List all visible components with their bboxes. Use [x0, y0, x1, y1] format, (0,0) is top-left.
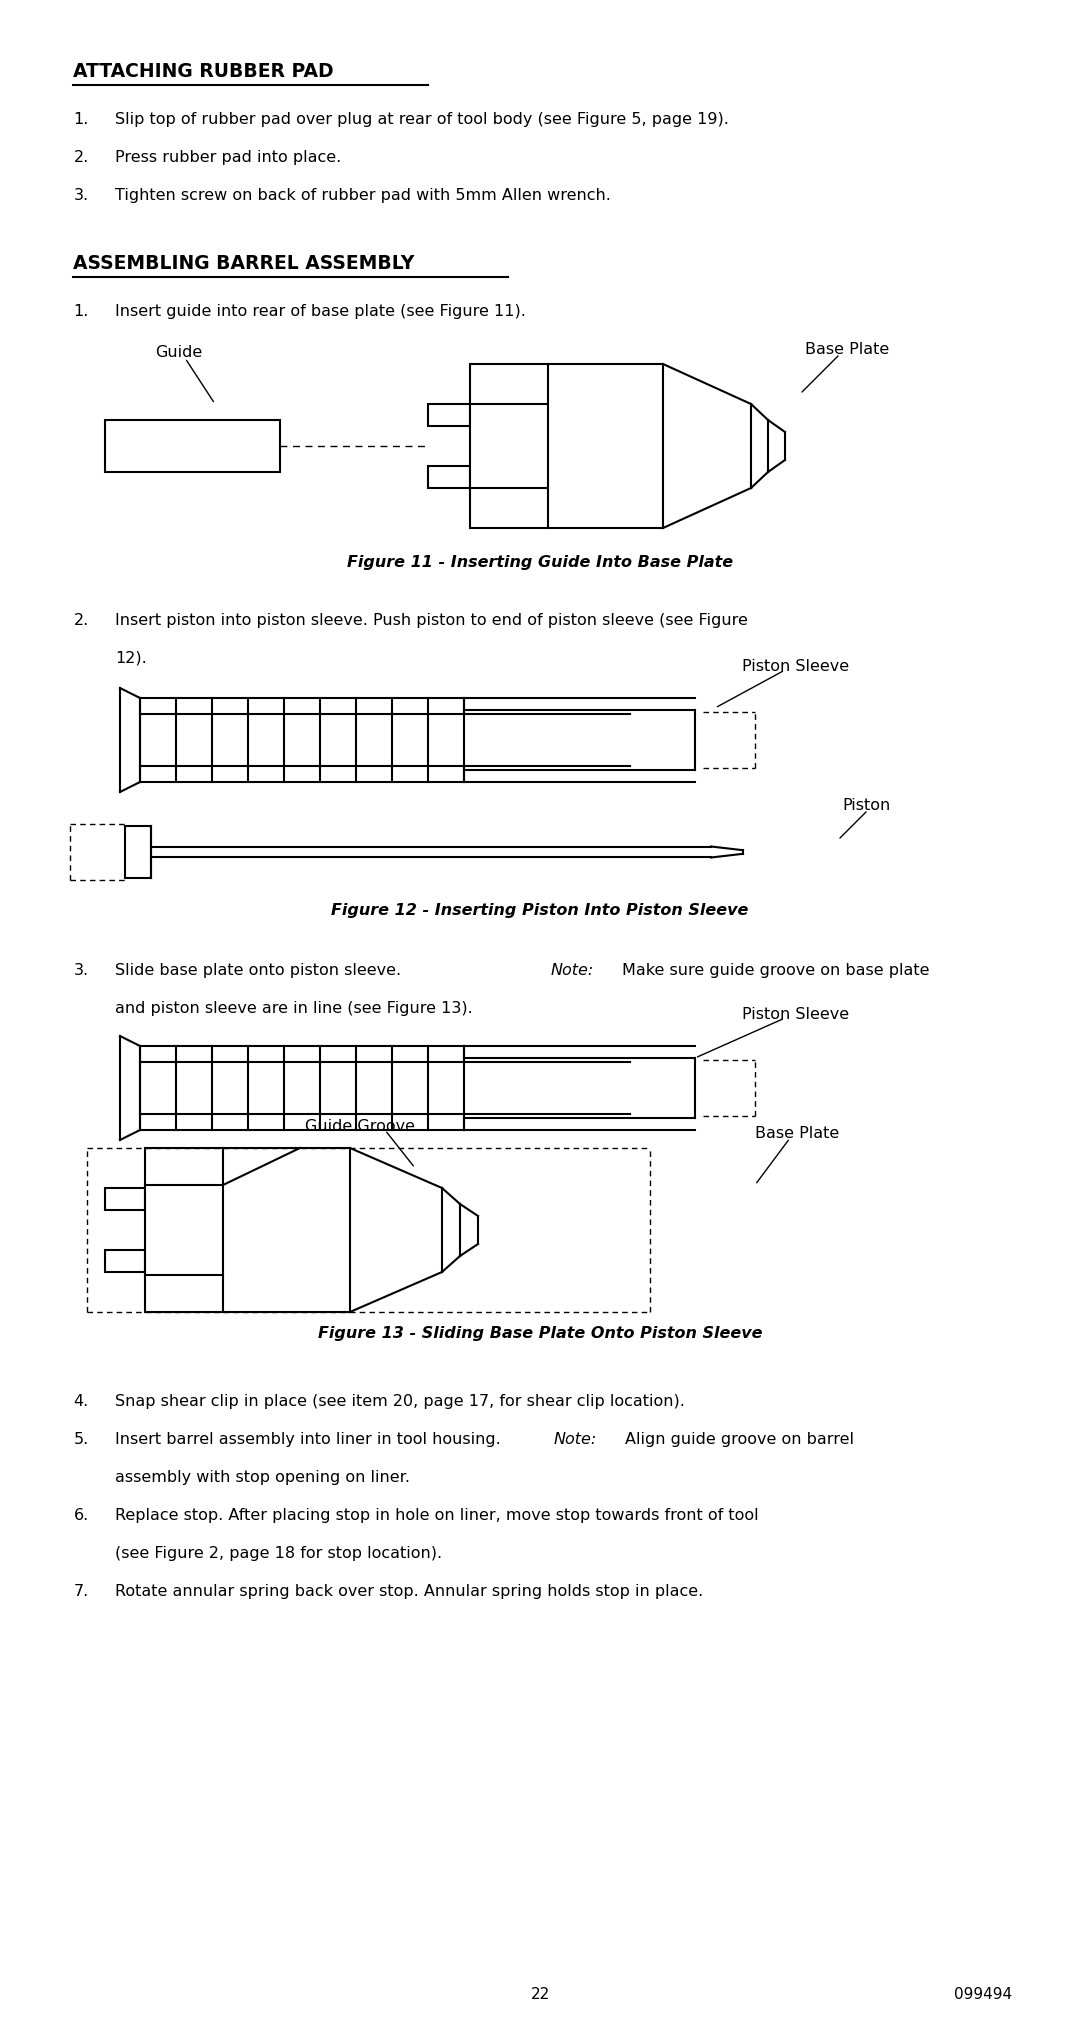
Text: Note:: Note: [551, 962, 594, 977]
Bar [428, 467, 470, 489]
Text: 6.: 6. [73, 1507, 89, 1523]
Text: Figure 12 - Inserting Piston Into Piston Sleeve: Figure 12 - Inserting Piston Into Piston… [332, 903, 748, 918]
Text: Replace stop. After placing stop in hole on liner, move stop towards front of to: Replace stop. After placing stop in hole… [116, 1507, 759, 1523]
Text: 5.: 5. [73, 1431, 89, 1446]
Text: and piston sleeve are in line (see Figure 13).: and piston sleeve are in line (see Figur… [116, 1001, 473, 1015]
Text: 7.: 7. [73, 1582, 89, 1599]
Text: Press rubber pad into place.: Press rubber pad into place. [116, 151, 341, 165]
Text: 4.: 4. [73, 1393, 89, 1409]
Text: 099494: 099494 [954, 1986, 1012, 2000]
Text: 1.: 1. [73, 112, 89, 126]
Text: Base Plate: Base Plate [755, 1126, 839, 1140]
Text: Insert piston into piston sleeve. Push piston to end of piston sleeve (see Figur: Insert piston into piston sleeve. Push p… [116, 612, 748, 628]
Text: Guide: Guide [156, 345, 202, 359]
Text: (see Figure 2, page 18 for stop location).: (see Figure 2, page 18 for stop location… [116, 1546, 443, 1560]
Text: Align guide groove on barrel: Align guide groove on barrel [625, 1431, 854, 1446]
Bar [105, 1189, 145, 1211]
Text: 2.: 2. [73, 612, 89, 628]
Text: 2.: 2. [73, 151, 89, 165]
Text: Slip top of rubber pad over plug at rear of tool body (see Figure 5, page 19).: Slip top of rubber pad over plug at rear… [116, 112, 729, 126]
Text: Rotate annular spring back over stop. Annular spring holds stop in place.: Rotate annular spring back over stop. An… [116, 1582, 704, 1599]
Text: 3.: 3. [73, 962, 89, 977]
Text: assembly with stop opening on liner.: assembly with stop opening on liner. [116, 1470, 410, 1484]
Text: Make sure guide groove on base plate: Make sure guide groove on base plate [622, 962, 930, 977]
Text: Piston Sleeve: Piston Sleeve [742, 659, 849, 673]
Bar [105, 1250, 145, 1272]
Text: 22: 22 [530, 1986, 550, 2000]
Text: Figure 11 - Inserting Guide Into Base Plate: Figure 11 - Inserting Guide Into Base Pl… [347, 555, 733, 569]
Bar [105, 420, 280, 473]
Text: ATTACHING RUBBER PAD: ATTACHING RUBBER PAD [73, 61, 334, 82]
Text: 3.: 3. [73, 188, 89, 204]
Text: Snap shear clip in place (see item 20, page 17, for shear clip location).: Snap shear clip in place (see item 20, p… [116, 1393, 686, 1409]
Text: Insert barrel assembly into liner in tool housing.: Insert barrel assembly into liner in too… [116, 1431, 507, 1446]
Text: Piston Sleeve: Piston Sleeve [742, 1007, 849, 1022]
Text: 1.: 1. [73, 304, 89, 318]
Text: ASSEMBLING BARREL ASSEMBLY: ASSEMBLING BARREL ASSEMBLY [73, 255, 415, 273]
Bar [428, 406, 470, 426]
Text: Guide Groove: Guide Groove [305, 1119, 415, 1134]
Text: Piston: Piston [842, 797, 890, 814]
Bar [470, 365, 663, 528]
Text: Note:: Note: [553, 1431, 596, 1446]
Text: Slide base plate onto piston sleeve.: Slide base plate onto piston sleeve. [116, 962, 407, 977]
Text: Base Plate: Base Plate [805, 343, 889, 357]
Bar [145, 1148, 350, 1313]
Text: Insert guide into rear of base plate (see Figure 11).: Insert guide into rear of base plate (se… [116, 304, 526, 318]
Text: 12).: 12). [116, 650, 147, 665]
Bar [125, 826, 151, 879]
Text: Figure 13 - Sliding Base Plate Onto Piston Sleeve: Figure 13 - Sliding Base Plate Onto Pist… [318, 1325, 762, 1340]
Text: Tighten screw on back of rubber pad with 5mm Allen wrench.: Tighten screw on back of rubber pad with… [116, 188, 611, 204]
